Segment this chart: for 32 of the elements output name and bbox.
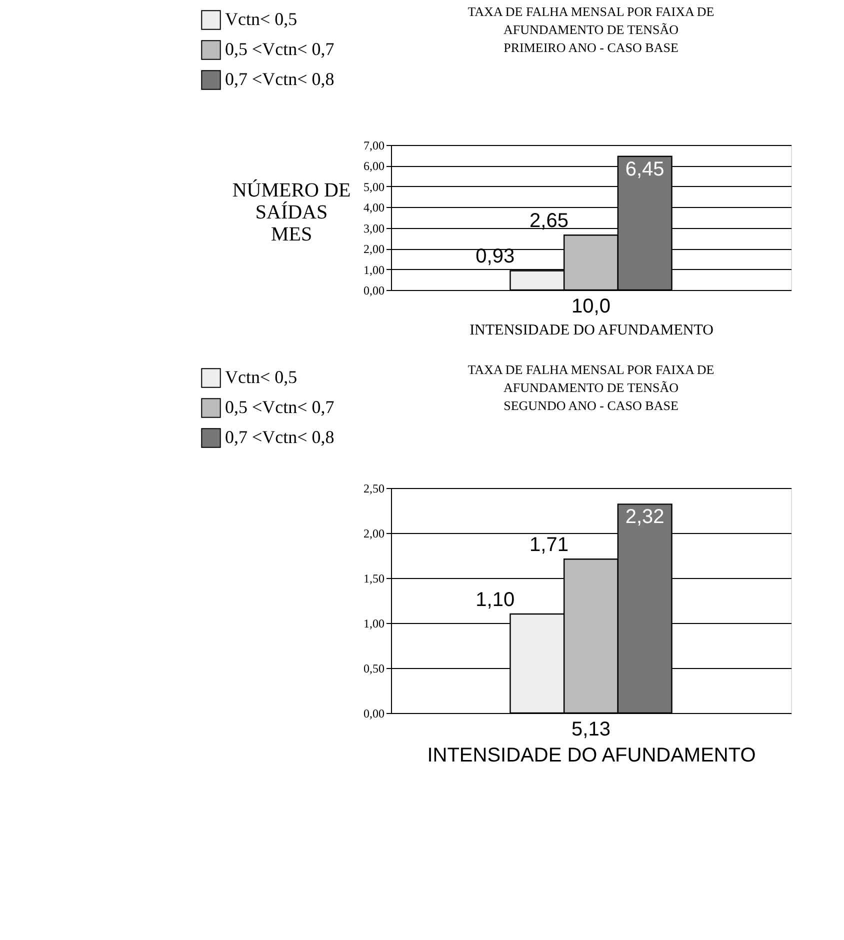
x-tick-label: 5,13	[572, 718, 610, 740]
data-label: 1,71	[530, 534, 568, 556]
legend-label: 0,7 <Vctn< 0,8	[225, 427, 334, 447]
y-axis-title: NÚMERO DE SAÍDAS MES	[232, 178, 351, 246]
x-axis-title: INTENSIDADE DO AFUNDAMENTO	[427, 744, 756, 766]
y-tick-label: 1,00	[364, 616, 384, 630]
y-tick-label: 0,00	[364, 284, 384, 298]
x-axis-title: INTENSIDADE DO AFUNDAMENTO	[470, 322, 714, 338]
y-tick-label: 1,50	[364, 572, 384, 586]
legend-label: 0,5 <Vctn< 0,7	[225, 397, 334, 417]
x-tick-label: 10,0	[572, 296, 610, 318]
y-tick-label: 7,00	[364, 138, 384, 152]
chart-title: TAXA DE FALHA MENSAL POR FAIXA DE AFUNDAMENTO DE TENSÃO SEGUNDO ANO - CASO BASE	[468, 362, 714, 413]
y-tick-label: 0,00	[364, 706, 384, 720]
y-tick-label: 2,00	[364, 242, 384, 256]
y-tick-label: 4,00	[364, 200, 384, 215]
y-tick-label: 3,00	[364, 221, 384, 236]
legend-label: Vctn< 0,5	[225, 9, 298, 29]
legend-label: 0,7 <Vctn< 0,8	[225, 69, 334, 89]
y-tick-label: 2,00	[364, 526, 384, 540]
data-label: 6,45	[625, 158, 664, 180]
data-label: 2,65	[530, 210, 568, 232]
data-label: 2,32	[625, 506, 664, 528]
y-tick-label: 1,00	[364, 262, 384, 277]
data-label: 1,10	[476, 589, 515, 611]
legend-label: 0,5 <Vctn< 0,7	[225, 39, 334, 59]
y-tick-label: 0,50	[364, 662, 384, 676]
y-tick-label: 6,00	[364, 159, 384, 174]
y-tick-label: 2,50	[364, 482, 384, 496]
chart-title: TAXA DE FALHA MENSAL POR FAIXA DE AFUNDAMENTO DE TENSÃO PRIMEIRO ANO - CASO BASE	[468, 4, 714, 55]
y-tick-label: 5,00	[364, 180, 384, 194]
legend-label: Vctn< 0,5	[225, 367, 298, 387]
